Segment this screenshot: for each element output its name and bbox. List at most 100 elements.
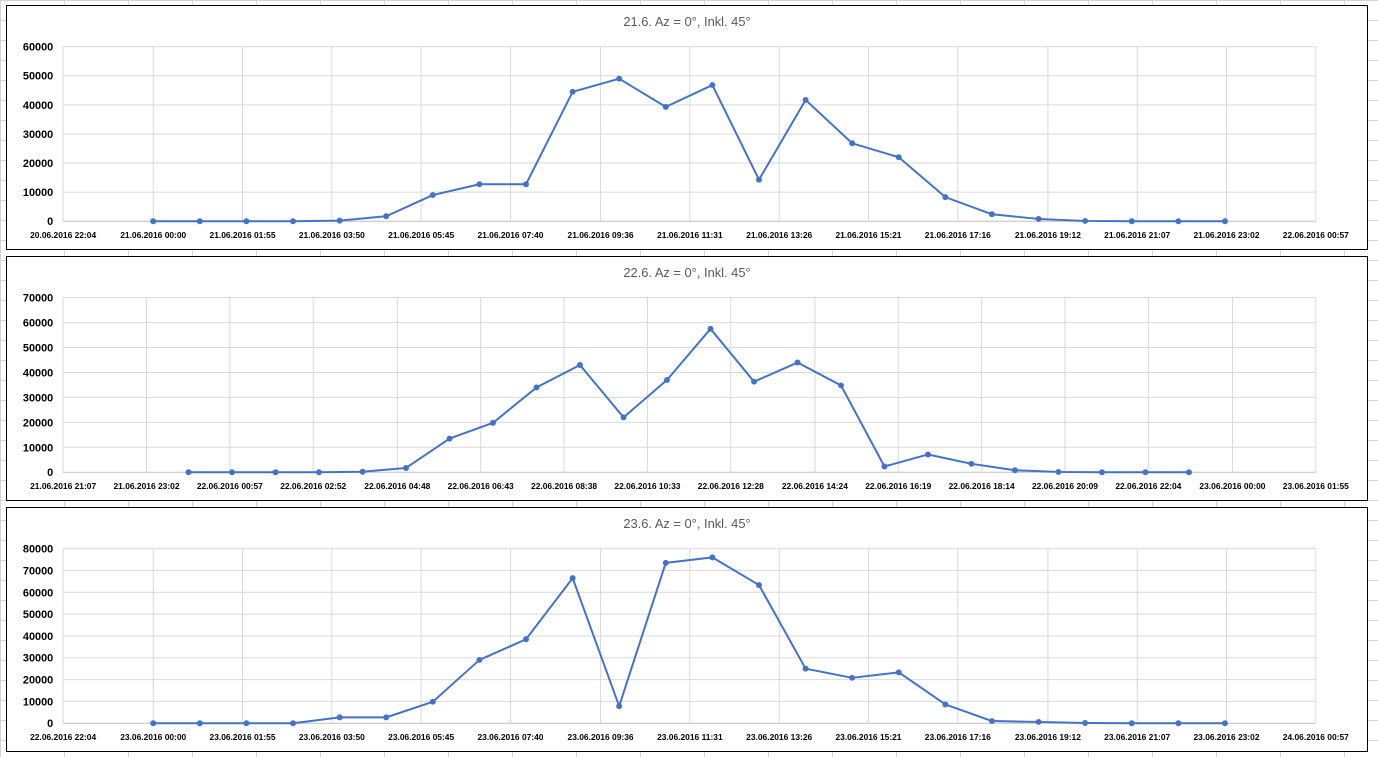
chart-23-6-svg: 23.6. Az = 0°, Inkl. 45° 0 10000 20000 30000… <box>23 516 1349 742</box>
data-point <box>802 665 809 672</box>
x-tick-label: 21.06.2016 13:26 <box>746 230 812 240</box>
series-line <box>153 77 1225 223</box>
chart-22-6: 22.6. Az = 0°, Inkl. 45° 0 10000 20000 30000… <box>6 256 1368 501</box>
y-tick-label: 30000 <box>23 129 53 141</box>
x-tick-label: 23.06.2016 03:50 <box>299 732 365 742</box>
y-tick-label: 20000 <box>23 417 53 429</box>
chart-21-6: 21.6. Az = 0°, Inkl. 45° 0 10000 20000 30000… <box>6 5 1368 250</box>
y-tick-label: 30000 <box>23 392 53 404</box>
series-line <box>153 556 1225 725</box>
data-point <box>383 213 390 220</box>
y-tick-label: 60000 <box>23 318 53 330</box>
x-tick-label: 22.06.2016 00:57 <box>197 481 263 491</box>
x-tick-label: 23.06.2016 01:55 <box>210 732 276 742</box>
data-point <box>196 218 203 225</box>
chart-21-6-svg: 21.6. Az = 0°, Inkl. 45° 0 10000 20000 30000… <box>23 14 1349 240</box>
x-tick-label: 23.06.2016 23:02 <box>1193 732 1259 742</box>
data-point <box>1142 469 1149 476</box>
data-point <box>383 714 390 721</box>
y-tick-label: 0 <box>47 467 53 479</box>
x-tick-label: 22.06.2016 14:24 <box>782 481 848 491</box>
data-point <box>1175 218 1182 225</box>
x-tick-label: 22.06.2016 20:09 <box>1032 481 1098 491</box>
data-point <box>1221 218 1228 225</box>
data-point <box>881 463 888 470</box>
x-tick-label: 21.06.2016 15:21 <box>835 230 901 240</box>
data-point <box>290 218 297 225</box>
chart-title: 22.6. Az = 0°, Inkl. 45° <box>623 265 750 280</box>
x-tick-label: 22.06.2016 06:43 <box>448 481 514 491</box>
x-tick-label: 22.06.2016 12:28 <box>698 481 764 491</box>
x-tick-label: 21.06.2016 21:07 <box>1104 230 1170 240</box>
data-point <box>709 554 716 561</box>
data-point <box>429 192 436 199</box>
x-tick-label: 23.06.2016 11:31 <box>657 732 723 742</box>
x-tick-label: 22.06.2016 18:14 <box>949 481 1015 491</box>
x-tick-label: 22.06.2016 16:19 <box>865 481 931 491</box>
y-tick-label: 40000 <box>23 367 53 379</box>
data-point <box>968 460 975 467</box>
data-point <box>272 469 279 476</box>
data-point <box>663 377 670 383</box>
data-point <box>1221 720 1228 727</box>
y-tick-label: 60000 <box>23 587 53 599</box>
chart-title: 23.6. Az = 0°, Inkl. 45° <box>623 516 750 531</box>
data-point <box>895 154 902 161</box>
x-tick-label: 21.06.2016 07:40 <box>477 230 543 240</box>
x-tick-label: 22.06.2016 04:48 <box>364 481 430 491</box>
x-tick-label: 21.06.2016 23:02 <box>1193 230 1259 240</box>
data-point <box>243 720 250 727</box>
data-point <box>476 656 483 663</box>
y-tick-label: 40000 <box>23 100 53 112</box>
data-point <box>942 194 949 201</box>
data-point <box>849 140 856 147</box>
x-tick-label: 21.06.2016 09:36 <box>568 230 634 240</box>
y-tick-label: 80000 <box>23 544 53 556</box>
x-tick-label: 22.06.2016 22:04 <box>30 732 96 742</box>
x-tick-label: 23.06.2016 21:07 <box>1104 732 1170 742</box>
data-point <box>1082 217 1089 224</box>
data-point <box>336 714 343 721</box>
data-point <box>1055 468 1062 475</box>
x-tick-label: 21.06.2016 21:07 <box>30 481 96 491</box>
data-point <box>290 720 297 727</box>
data-point <box>316 469 323 476</box>
chart-title: 21.6. Az = 0°, Inkl. 45° <box>623 14 750 29</box>
x-tick-label: 21.06.2016 05:45 <box>388 230 454 240</box>
data-point <box>756 582 762 589</box>
y-tick-label: 10000 <box>23 696 53 708</box>
data-point <box>490 419 496 426</box>
data-point <box>196 720 203 727</box>
data-point <box>429 698 436 705</box>
data-point <box>359 468 366 475</box>
data-point <box>989 718 995 725</box>
data-point <box>849 674 856 681</box>
data-point <box>794 359 801 366</box>
data-point <box>838 382 845 389</box>
x-tick-label: 23.06.2016 07:40 <box>477 732 543 742</box>
x-tick-label: 23.06.2016 15:21 <box>835 732 901 742</box>
x-tick-label: 21.06.2016 01:55 <box>210 230 276 240</box>
x-tick-label: 23.06.2016 09:36 <box>568 732 634 742</box>
y-tick-label: 20000 <box>23 675 53 687</box>
x-tick-label: 24.06.2016 00:57 <box>1283 732 1349 742</box>
x-tick-label: 21.06.2016 17:16 <box>925 230 991 240</box>
data-point <box>989 211 995 218</box>
data-point <box>523 181 530 188</box>
data-point <box>709 82 716 89</box>
y-tick-label: 50000 <box>23 343 53 355</box>
data-point <box>336 217 343 224</box>
data-point <box>1082 720 1089 727</box>
y-tick-label: 60000 <box>23 42 53 54</box>
data-point <box>243 218 250 225</box>
data-point <box>1035 718 1042 725</box>
chart-22-6-svg: 22.6. Az = 0°, Inkl. 45° 0 10000 20000 30000… <box>23 265 1349 491</box>
x-tick-label: 23.06.2016 00:00 <box>1199 481 1265 491</box>
series-line <box>188 327 1189 474</box>
data-point <box>403 464 409 471</box>
x-tick-label: 23.06.2016 01:55 <box>1283 481 1349 491</box>
data-point <box>942 701 949 708</box>
data-point <box>1128 218 1135 225</box>
y-tick-label: 10000 <box>23 187 53 199</box>
data-point <box>707 325 714 332</box>
